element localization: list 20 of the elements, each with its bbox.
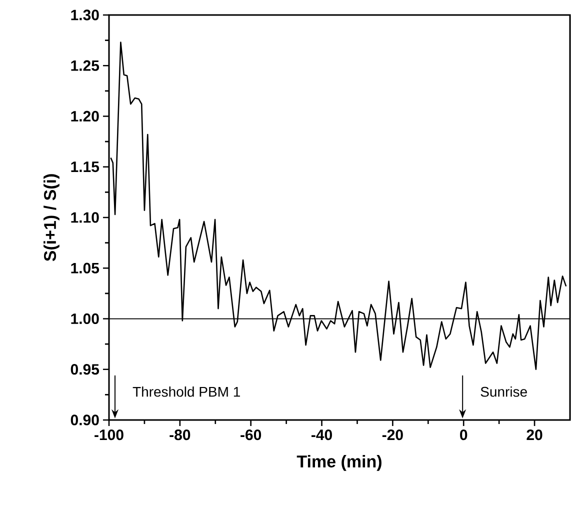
y-tick-label: 1.25 bbox=[71, 60, 100, 71]
x-tick-label: -60 bbox=[240, 430, 262, 440]
y-tick-label: 1.00 bbox=[71, 313, 99, 324]
annotation: Threshold PBM 1 bbox=[132, 386, 240, 397]
y-tick-label: 1.20 bbox=[71, 110, 99, 122]
x-tick-label: -100 bbox=[94, 430, 124, 440]
x-tick-label: -40 bbox=[312, 430, 332, 440]
x-tick-label: -80 bbox=[170, 430, 190, 440]
x-tick-label: 20 bbox=[526, 430, 542, 440]
y-tick-label: 1.05 bbox=[71, 262, 100, 274]
y-tick-label: 1.15 bbox=[71, 162, 100, 172]
y-tick-label: 1.30 bbox=[71, 10, 99, 20]
x-axis-title: Time (min) bbox=[296, 455, 382, 471]
y-axis-title: S(i+1) / S(i) bbox=[44, 174, 60, 262]
x-tick-label: -20 bbox=[382, 430, 403, 440]
y-tick-label: 0.95 bbox=[70, 364, 100, 375]
y-tick-label: 1.10 bbox=[71, 212, 99, 223]
annotation: Sunrise bbox=[480, 386, 527, 397]
y-tick-label: 0.90 bbox=[70, 414, 99, 426]
x-tick-label: 0 bbox=[460, 430, 468, 440]
